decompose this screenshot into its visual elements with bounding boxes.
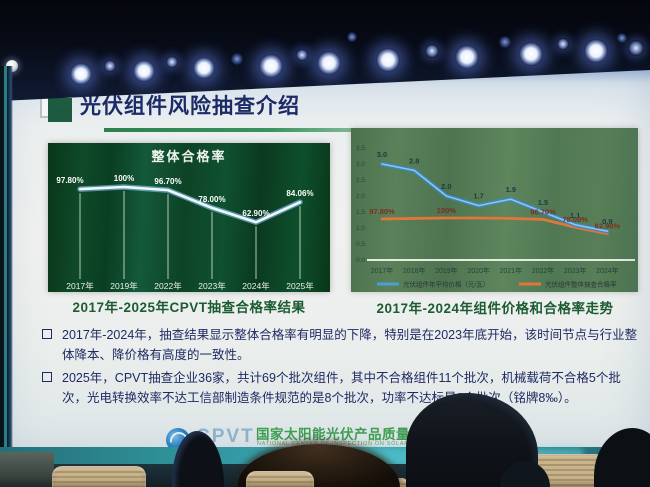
square-bullet-icon — [42, 372, 52, 382]
stage-light — [70, 63, 92, 85]
pass-rate-chart-svg: 97.80% 100% 96.70% 78.00% 62.90% 84.06% 2017年 2… — [56, 174, 314, 291]
stage-light — [455, 45, 479, 69]
price-label: 3.0 — [377, 150, 387, 159]
y-tick-label: 1.5 — [356, 209, 365, 216]
y-tick-label: 3.0 — [356, 161, 365, 168]
x-tick-label: 2019年 — [110, 281, 138, 291]
x-tick-label: 2021年 — [500, 266, 523, 275]
stage-light — [617, 33, 627, 43]
y-tick-label: 2.5 — [356, 177, 365, 184]
price-rate-chart-svg: 3.5 3.0 2.5 2.0 1.5 1.0 0.5 0.0 2017年 2018年 2019年 2… — [356, 145, 635, 289]
stage-light — [193, 57, 215, 79]
price-label: 1.5 — [538, 198, 548, 207]
pass-rate-chart-title: 整体合格率 — [151, 149, 227, 164]
x-tick-label: 2023年 — [564, 266, 587, 275]
pass-rate-line — [78, 185, 302, 224]
bullet-text: 2017年-2024年，抽查结果显示整体合格率有明显的下降，特别是在2023年底… — [62, 328, 638, 362]
x-tick-label: 2020年 — [467, 266, 490, 275]
y-tick-label: 3.5 — [356, 145, 365, 152]
price-rate-chart: 3.5 3.0 2.5 2.0 1.5 1.0 0.5 0.0 2017年 2018年 2019年 2… — [351, 128, 638, 292]
y-tick-label: 2.0 — [356, 193, 365, 200]
x-tick-label: 2017年 — [66, 281, 94, 291]
data-label: 100% — [114, 174, 134, 183]
x-tick-label: 2023年 — [198, 281, 226, 291]
title-underline — [104, 128, 470, 132]
x-tick-label: 2022年 — [154, 281, 182, 291]
price-label: 2.0 — [441, 182, 451, 191]
rate-label: 62.90% — [595, 222, 621, 231]
floor-left — [0, 452, 54, 487]
pass-rate-chart: 整体合格率 97.80% 100% 96.70% 78.00% 62.90% 84.06%… — [48, 143, 330, 292]
bullet-item: 2017年-2024年，抽查结果显示整体合格率有明显的下降，特别是在2023年底… — [42, 325, 639, 365]
x-tick-label: 2017年 — [371, 266, 394, 275]
data-label: 97.80% — [56, 176, 83, 185]
org-name-en: NATIONAL CENTER OF INSPECTION ON SOLAR P… — [257, 441, 435, 447]
bullet-item: 2025年，CPVT抽查企业36家，共计69个批次组件，其中不合格组件11个批次… — [42, 368, 639, 408]
stage-light — [231, 53, 243, 65]
x-tick-label: 2018年 — [403, 266, 426, 275]
rate-label: 78.00% — [562, 215, 588, 224]
ceiling — [0, 0, 650, 101]
projection-screen: 光伏组件风险抽查介绍 整体合格率 97.80% 100% 96.70% 78.00% 6… — [0, 66, 650, 458]
data-label: 96.70% — [154, 177, 181, 186]
data-label: 84.06% — [286, 189, 313, 198]
price-label: 1.9 — [506, 185, 516, 194]
pass-rate-series-line — [380, 216, 609, 235]
rate-label: 97.80% — [369, 207, 395, 216]
stage-light — [166, 56, 178, 68]
title-square-icon — [48, 98, 72, 122]
stage-light — [296, 49, 308, 61]
data-label: 62.90% — [242, 209, 269, 218]
x-tick-label: 2024年 — [596, 266, 619, 275]
price-label: 1.7 — [473, 192, 483, 201]
stage-light — [104, 60, 116, 72]
y-tick-label: 0.5 — [356, 241, 365, 248]
right-chart-caption: 2017年-2024年组件价格和合格率走势 — [376, 301, 614, 316]
rate-label: 100% — [437, 206, 457, 215]
x-tick-label: 2022年 — [532, 266, 555, 275]
stage-light — [628, 40, 644, 56]
bullet-list: 2017年-2024年，抽查结果显示整体合格率有明显的下降，特别是在2023年底… — [42, 325, 639, 411]
price-label: 2.8 — [409, 156, 419, 165]
price-label: 0.9 — [602, 217, 612, 226]
square-bullet-icon — [42, 329, 52, 339]
left-chart-caption: 2017年-2025年CPVT抽查合格率结果 — [72, 300, 306, 315]
legend-price-label: 光伏组件年平均价格（元/瓦） — [403, 280, 489, 289]
price-series-highlight — [381, 163, 609, 232]
stage-light — [519, 42, 543, 66]
org-name-cn: 国家太阳能光伏产品质量检 — [256, 427, 424, 442]
bullet-text: 2025年，CPVT抽查企业36家，共计69个批次组件，其中不合格组件11个批次… — [62, 371, 621, 405]
chair-back — [52, 466, 146, 487]
x-tick-label: 2019年 — [435, 266, 458, 275]
chair-back — [246, 471, 314, 487]
x-tick-label: 2025年 — [286, 281, 314, 291]
stage-light — [557, 38, 569, 50]
y-tick-label: 1.0 — [356, 225, 365, 232]
slide-title: 光伏组件风险抽查介绍 — [80, 95, 300, 118]
stage-light — [376, 48, 400, 72]
data-label: 78.00% — [198, 195, 225, 204]
price-label: 1.1 — [570, 211, 580, 220]
stage-light — [317, 51, 341, 75]
x-tick-label: 2024年 — [242, 281, 270, 291]
stage-light — [499, 36, 511, 48]
stage-light — [133, 60, 155, 82]
stage-light — [347, 32, 357, 42]
screen-left-edge — [0, 66, 13, 458]
legend-rate-label: 光伏组件整体抽查合格率 — [545, 280, 617, 289]
stage-light — [584, 39, 608, 63]
rate-label: 96.70% — [530, 207, 556, 216]
y-tick-label: 0.0 — [356, 257, 365, 264]
stage-light — [259, 54, 283, 78]
stage-light — [425, 44, 439, 58]
